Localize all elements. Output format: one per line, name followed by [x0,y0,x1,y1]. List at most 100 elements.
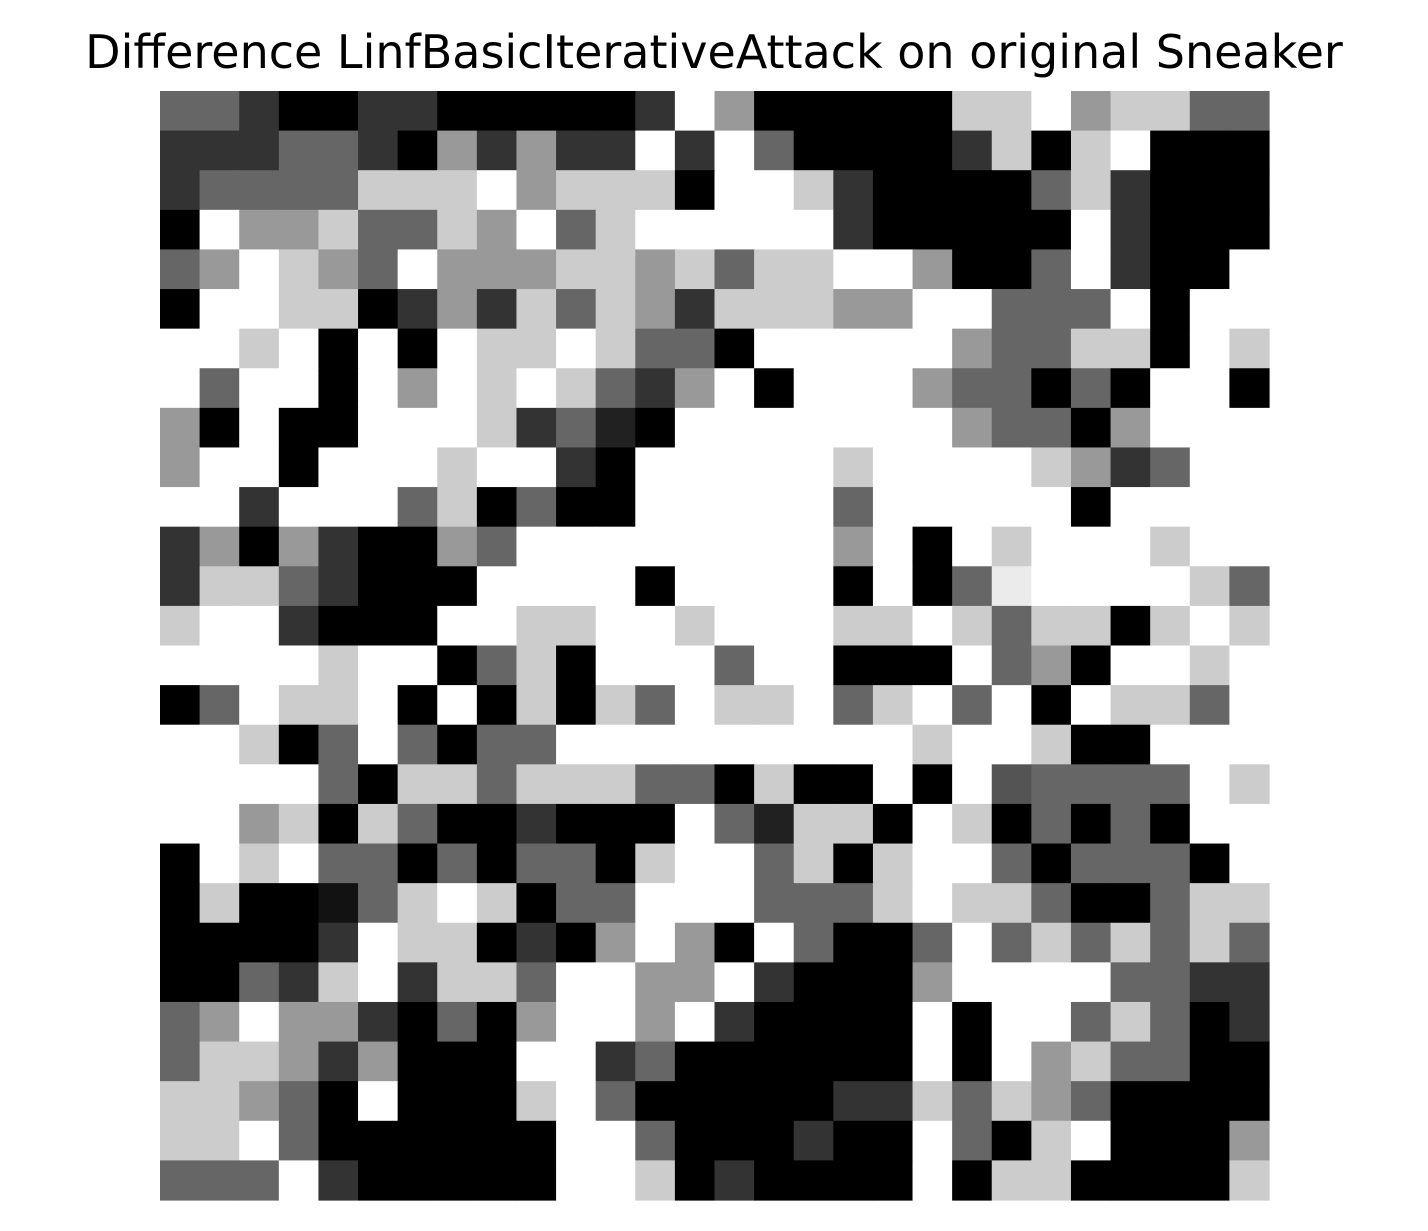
heatmap-cell-r8-c9 [516,407,557,449]
heatmap-cell-r23-c17 [833,1001,874,1043]
heatmap-cell-r20-c12 [635,883,676,924]
heatmap-cell-r27-c14 [714,1160,755,1201]
heatmap-cell-r9-c15 [754,447,795,488]
heatmap-cell-r11-c16 [793,526,834,567]
heatmap-cell-r2-c6 [397,170,438,211]
heatmap-cell-r17-c4 [318,764,359,805]
heatmap-cell-r5-c1 [199,289,240,330]
heatmap-cell-r17-c24 [1110,764,1151,805]
heatmap-cell-r3-c11 [595,209,636,251]
heatmap-cell-r7-c16 [793,368,834,409]
heatmap-cell-r22-c19 [912,962,953,1003]
heatmap-cell-r25-c18 [872,1081,914,1122]
heatmap-cell-r0-c21 [991,91,1032,132]
heatmap-cell-r2-c17 [833,170,874,211]
heatmap-cell-r10-c7 [437,487,478,528]
heatmap-cell-r10-c9 [516,487,557,528]
heatmap-cell-r24-c16 [793,1041,834,1082]
heatmap-cell-r26-c5 [358,1120,399,1161]
heatmap-cell-r17-c16 [793,764,834,805]
heatmap-cell-r22-c23 [1070,962,1112,1003]
heatmap-cell-r7-c12 [635,368,676,409]
heatmap-cell-r3-c22 [1031,209,1072,251]
heatmap-cell-r27-c5 [358,1160,399,1201]
heatmap-cell-r27-c12 [635,1160,676,1201]
heatmap-cell-r7-c10 [556,368,597,409]
heatmap-cell-r16-c16 [793,724,834,765]
heatmap-cell-r17-c9 [516,764,557,805]
heatmap-cell-r18-c12 [635,803,676,845]
heatmap-cell-r19-c5 [358,843,399,884]
heatmap-cell-r2-c3 [278,170,320,211]
heatmap-cell-r24-c17 [833,1041,874,1082]
heatmap-cell-r23-c22 [1031,1001,1072,1043]
heatmap-cell-r25-c15 [754,1081,795,1122]
heatmap-cell-r6-c2 [239,328,280,369]
heatmap-cell-r3-c16 [793,209,834,251]
heatmap-cell-r11-c15 [754,526,795,567]
heatmap-cell-r16-c12 [635,724,676,765]
heatmap-cell-r5-c4 [318,289,359,330]
heatmap-cell-r4-c15 [754,249,795,290]
heatmap-cell-r4-c5 [358,249,399,290]
heatmap-cell-r13-c26 [1189,605,1230,647]
heatmap-cell-r15-c22 [1031,685,1072,726]
heatmap-cell-r25-c6 [397,1081,438,1122]
heatmap-cell-r26-c7 [437,1120,478,1161]
heatmap-cell-r6-c27 [1229,328,1270,369]
heatmap-cell-r11-c11 [595,526,636,567]
heatmap-cell-r11-c24 [1110,526,1151,567]
heatmap-cell-r20-c6 [397,883,438,924]
heatmap-cell-r23-c4 [318,1001,359,1043]
heatmap-cell-r9-c21 [991,447,1032,488]
heatmap-cell-r0-c15 [754,91,795,132]
heatmap-cell-r3-c14 [714,209,755,251]
heatmap-cell-r9-c24 [1110,447,1151,488]
heatmap-cell-r26-c4 [318,1120,359,1161]
heatmap-cell-r1-c16 [793,130,834,171]
heatmap-cell-r23-c23 [1070,1001,1112,1043]
heatmap-cell-r26-c24 [1110,1120,1151,1161]
heatmap-cell-r14-c11 [595,645,636,686]
heatmap-cell-r4-c9 [516,249,557,290]
heatmap-cell-r12-c1 [199,566,240,607]
heatmap-cell-r10-c4 [318,487,359,528]
heatmap-cell-r27-c0 [160,1160,201,1201]
heatmap-cell-r6-c19 [912,328,953,369]
heatmap-cell-r19-c7 [437,843,478,884]
heatmap-cell-r8-c11 [595,407,636,449]
heatmap-cell-r22-c3 [278,962,320,1003]
heatmap-cell-r14-c4 [318,645,359,686]
heatmap-cell-r25-c10 [556,1081,597,1122]
heatmap-grid [160,91,1270,1201]
heatmap-cell-r24-c15 [754,1041,795,1082]
heatmap-cell-r22-c1 [199,962,240,1003]
heatmap-cell-r17-c25 [1150,764,1191,805]
heatmap-cell-r1-c4 [318,130,359,171]
heatmap-cell-r4-c20 [952,249,993,290]
heatmap-cell-r13-c11 [595,605,636,647]
heatmap-cell-r18-c14 [714,803,755,845]
heatmap-cell-r11-c4 [318,526,359,567]
heatmap-cell-r0-c5 [358,91,399,132]
heatmap-cell-r23-c12 [635,1001,676,1043]
heatmap-cell-r15-c3 [278,685,320,726]
heatmap-cell-r20-c2 [239,883,280,924]
heatmap-cell-r20-c27 [1229,883,1270,924]
heatmap-cell-r25-c7 [437,1081,478,1122]
heatmap-cell-r25-c22 [1031,1081,1072,1122]
heatmap-cell-r6-c12 [635,328,676,369]
heatmap-cell-r22-c26 [1189,962,1230,1003]
heatmap-cell-r16-c17 [833,724,874,765]
heatmap-cell-r21-c16 [793,922,834,963]
heatmap-cell-r9-c2 [239,447,280,488]
heatmap-cell-r6-c26 [1189,328,1230,369]
heatmap-cell-r21-c3 [278,922,320,963]
heatmap-cell-r11-c18 [872,526,914,567]
heatmap-cell-r24-c18 [872,1041,914,1082]
heatmap-cell-r5-c17 [833,289,874,330]
heatmap-cell-r13-c27 [1229,605,1270,647]
heatmap-cell-r27-c1 [199,1160,240,1201]
heatmap-cell-r2-c0 [160,170,201,211]
heatmap-cell-r20-c13 [674,883,716,924]
